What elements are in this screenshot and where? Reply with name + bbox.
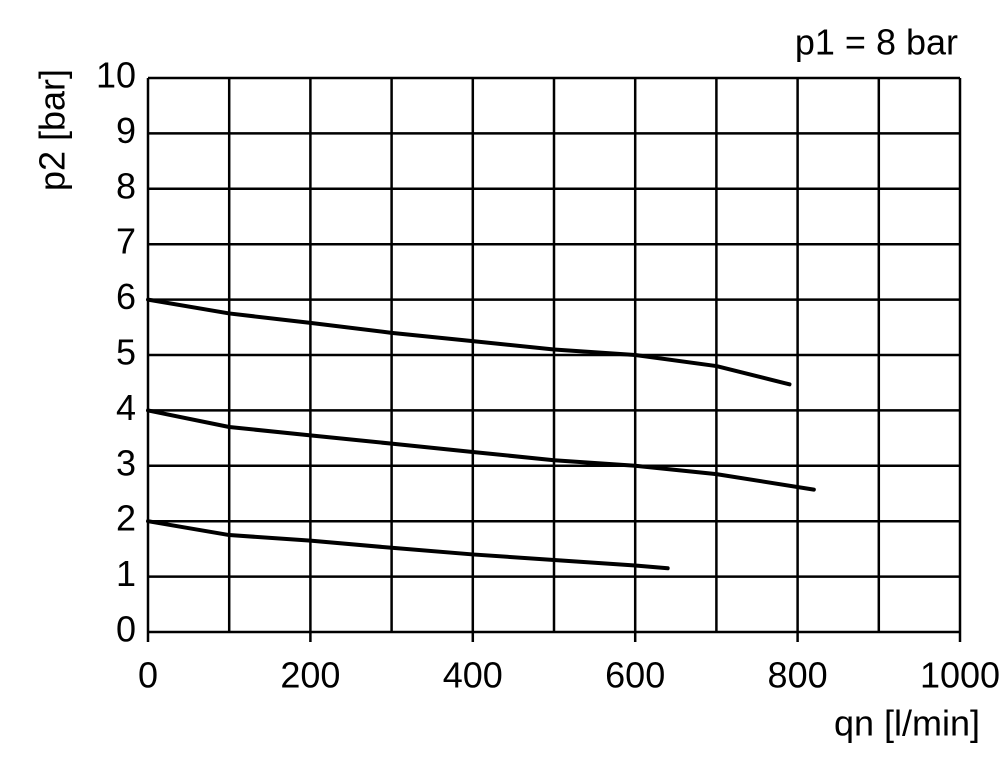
- annotation: p1 = 8 bar: [795, 22, 958, 63]
- y-tick-label: 6: [116, 276, 136, 317]
- y-axis-label: p2 [bar]: [32, 69, 73, 191]
- x-tick-label: 400: [443, 655, 503, 696]
- curve: [146, 297, 792, 387]
- y-tick-label: 4: [116, 387, 136, 428]
- x-tick-label: 600: [605, 655, 665, 696]
- y-tick-label: 8: [116, 165, 136, 206]
- x-tick-label: 200: [280, 655, 340, 696]
- y-tick-label: 9: [116, 110, 136, 151]
- y-tick-label: 7: [116, 221, 136, 262]
- curve: [146, 408, 816, 492]
- y-tick-label: 10: [96, 55, 136, 96]
- y-tick-label: 2: [116, 498, 136, 539]
- y-tick-label: 1: [116, 553, 136, 594]
- y-tick-label: 3: [116, 442, 136, 483]
- x-tick-label: 0: [138, 655, 158, 696]
- y-tick-label: 5: [116, 332, 136, 373]
- x-tick-label: 800: [768, 655, 828, 696]
- curve: [146, 519, 670, 571]
- y-tick-label: 0: [116, 609, 136, 650]
- x-axis-label: qn [l/min]: [834, 703, 980, 744]
- x-tick-label: 1000: [920, 655, 1000, 696]
